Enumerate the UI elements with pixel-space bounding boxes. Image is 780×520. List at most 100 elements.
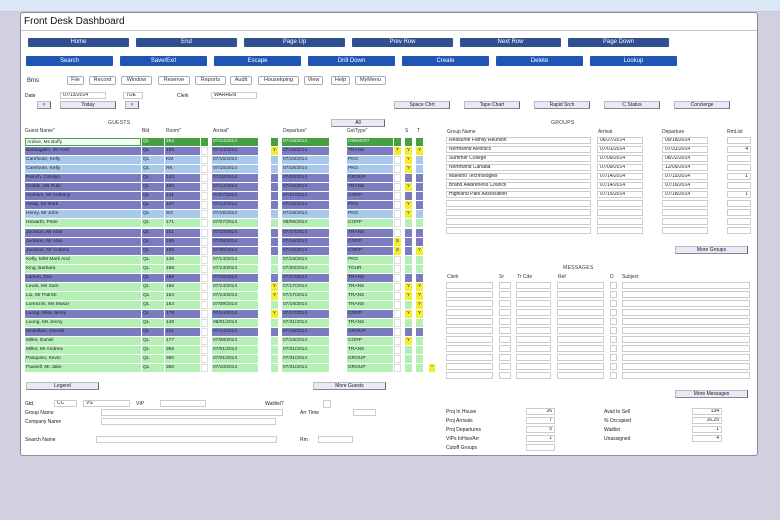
menu-record[interactable]: Record — [89, 76, 116, 85]
next-day-button[interactable]: > — [125, 101, 139, 109]
msg-trcde-cell[interactable] — [516, 282, 551, 289]
guest-name[interactable]: Carefoote, Kelly — [25, 156, 141, 165]
escape-button[interactable]: Escape — [214, 56, 301, 66]
msg-clerk-cell[interactable] — [446, 318, 493, 325]
date-field[interactable]: 07/15/2014 — [60, 92, 106, 99]
col-guest-name[interactable]: Guest Name" — [25, 128, 55, 134]
msg-d-cell[interactable] — [610, 291, 617, 298]
msg-sr-cell[interactable] — [499, 309, 511, 316]
page-up-button[interactable]: Page Up — [244, 38, 345, 47]
menu-housekping[interactable]: Housekping — [258, 76, 299, 85]
msg-d-cell[interactable] — [610, 336, 617, 343]
rapid-srch-button[interactable]: Rapid Srch — [534, 101, 590, 109]
more-groups-button[interactable]: More Groups — [675, 246, 748, 254]
group-name-cell[interactable]: Highland Park Association — [446, 191, 591, 198]
guest-name[interactable]: Kelly, M/M Mark And — [25, 255, 141, 264]
guest-name[interactable]: Modellani, Donald — [25, 328, 141, 337]
group-name-cell[interactable] — [446, 209, 591, 216]
col-gsttype[interactable]: GstType" — [347, 128, 368, 134]
next-row-button[interactable]: Next Row — [460, 38, 561, 47]
guest-name[interactable]: Lewis, Ms Sam — [25, 282, 141, 291]
msg-sr-cell[interactable] — [499, 318, 511, 325]
create-button[interactable]: Create — [402, 56, 489, 66]
msg-d-cell[interactable] — [610, 354, 617, 361]
guest-name[interactable]: Luong, Miss Jenny — [25, 309, 141, 318]
prev-day-button[interactable]: < — [37, 101, 51, 109]
msg-trcde-cell[interactable] — [516, 327, 551, 334]
msg-clerk-cell[interactable] — [446, 354, 493, 361]
guest-name[interactable]: Jackson, Mr Alan — [25, 237, 141, 246]
msg-ref-cell[interactable] — [557, 336, 604, 343]
msg-subject-cell[interactable] — [622, 327, 750, 334]
msg-trcde-cell[interactable] — [516, 300, 551, 307]
msg-trcde-cell[interactable] — [516, 309, 551, 316]
msg-sr-cell[interactable] — [499, 363, 511, 370]
guest-name[interactable]: Jackson, Mr Andrew — [25, 246, 141, 255]
group-name-cell[interactable] — [446, 200, 591, 207]
msg-subject-cell[interactable] — [622, 336, 750, 343]
msg-d-cell[interactable] — [610, 372, 617, 379]
gtd-field[interactable]: CC — [54, 400, 77, 407]
guest-name[interactable]: Healy, Mr Mark — [25, 201, 141, 210]
msg-ref-cell[interactable] — [557, 354, 604, 361]
msg-sr-cell[interactable] — [499, 291, 511, 298]
msg-clerk-cell[interactable] — [446, 300, 493, 307]
col-room[interactable]: Room" — [166, 128, 182, 134]
msg-sr-cell[interactable] — [499, 345, 511, 352]
lookup-button[interactable]: Lookup — [590, 56, 677, 66]
msg-d-cell[interactable] — [610, 309, 617, 316]
guest-name[interactable]: Graham, Mr Anthony — [25, 192, 141, 201]
drill-down-button[interactable]: Drill Down — [308, 56, 395, 66]
card-type-field[interactable]: VS — [83, 400, 130, 407]
search-button[interactable]: Search — [26, 56, 113, 66]
msg-clerk-cell[interactable] — [446, 345, 493, 352]
col-bld[interactable]: Bld — [142, 128, 150, 134]
today-button[interactable]: Today — [60, 101, 116, 109]
legend-button[interactable]: Legend — [26, 382, 99, 390]
more-messages-button[interactable]: More Messages — [675, 390, 748, 398]
msg-ref-cell[interactable] — [557, 327, 604, 334]
c-status-button[interactable]: C Status — [604, 101, 660, 109]
msg-sr-cell[interactable] — [499, 336, 511, 343]
menu-reports[interactable]: Reports — [195, 76, 226, 85]
msg-ref-cell[interactable] — [557, 282, 604, 289]
msg-subject-cell[interactable] — [622, 354, 750, 361]
prev-row-button[interactable]: Prev Row — [352, 38, 453, 47]
msg-trcde-cell[interactable] — [516, 318, 551, 325]
search-name-field[interactable] — [96, 436, 277, 443]
msg-clerk-cell[interactable] — [446, 336, 493, 343]
vip-field[interactable] — [160, 400, 206, 407]
more-guests-button[interactable]: More Guests — [313, 382, 386, 390]
menu-view[interactable]: View — [304, 76, 323, 85]
guest-name[interactable]: Jackson, Mr Alan — [25, 228, 141, 237]
msg-ref-cell[interactable] — [557, 363, 604, 370]
msg-ref-cell[interactable] — [557, 309, 604, 316]
msg-subject-cell[interactable] — [622, 309, 750, 316]
day-field[interactable]: TUE — [123, 92, 143, 99]
msg-sr-cell[interactable] — [499, 372, 511, 379]
msg-d-cell[interactable] — [610, 282, 617, 289]
msg-subject-cell[interactable] — [622, 282, 750, 289]
page-down-button[interactable]: Page Down — [568, 38, 669, 47]
col-arrival[interactable]: Arrival" — [213, 128, 229, 134]
msg-clerk-cell[interactable] — [446, 372, 493, 379]
msg-clerk-cell[interactable] — [446, 327, 493, 334]
guest-name[interactable]: Ardine, Ms Buffy — [25, 138, 141, 146]
msg-clerk-cell[interactable] — [446, 282, 493, 289]
msg-sr-cell[interactable] — [499, 354, 511, 361]
menu-window[interactable]: Window — [121, 76, 152, 85]
concierge-button[interactable]: Concierge — [674, 101, 730, 109]
msg-trcde-cell[interactable] — [516, 291, 551, 298]
menu-audit[interactable]: Audit — [230, 76, 252, 85]
msg-clerk-cell[interactable] — [446, 291, 493, 298]
save-exit-button[interactable]: Save/Exit — [120, 56, 207, 66]
msg-d-cell[interactable] — [610, 345, 617, 352]
group-name-cell[interactable] — [446, 218, 591, 225]
guest-name[interactable]: French, Carolyn — [25, 174, 141, 183]
guest-name[interactable]: King, Barbara — [25, 264, 141, 273]
msg-ref-cell[interactable] — [557, 345, 604, 352]
tape-chart-button[interactable]: Tape Chart — [464, 101, 520, 109]
rm-field[interactable] — [318, 436, 353, 443]
msg-trcde-cell[interactable] — [516, 354, 551, 361]
msg-trcde-cell[interactable] — [516, 345, 551, 352]
